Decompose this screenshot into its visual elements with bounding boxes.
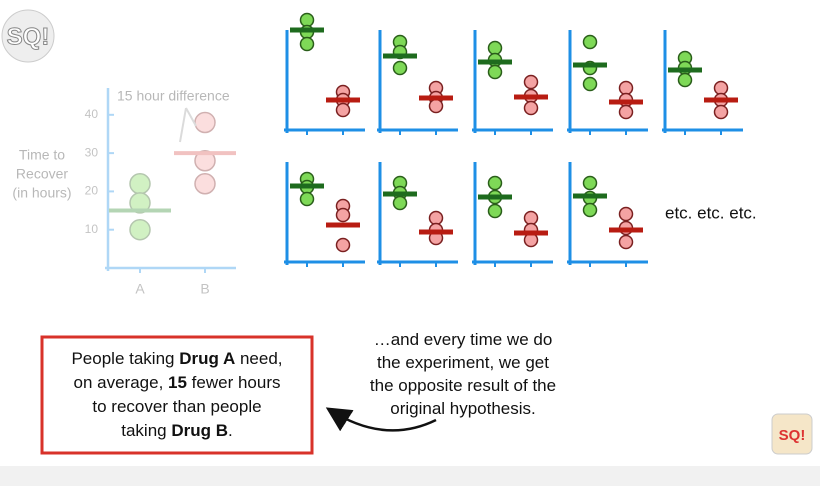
data-point: [129, 172, 151, 195]
data-point: [335, 207, 351, 223]
y-tick-label: 40: [85, 107, 99, 121]
main-chart: 10 20 30 40 A B Time to Recover (in hours) 15 hou…: [12, 88, 236, 297]
data-point: [487, 64, 503, 80]
data-point: [523, 74, 539, 90]
data-point: [713, 80, 729, 96]
y-axis-label: Recover: [16, 166, 68, 182]
summary-run: need,: [235, 349, 282, 368]
data-point: [618, 206, 634, 222]
small-multiples: [284, 12, 743, 267]
data-point: [523, 100, 539, 116]
data-point: [335, 237, 351, 253]
caption-line: original hypothesis.: [390, 399, 536, 418]
data-point: [618, 80, 634, 96]
data-point: [713, 104, 729, 120]
caption-line: the opposite result of the: [370, 376, 556, 395]
bottom-bar: [0, 466, 820, 486]
caption-arrow: [325, 407, 437, 432]
data-point: [299, 12, 315, 28]
data-point: [335, 102, 351, 118]
summary-run: People taking: [71, 349, 179, 368]
y-tick-label: 20: [85, 184, 99, 198]
caption-line: the experiment, we get: [377, 353, 549, 372]
y-axis-label: (in hours): [12, 185, 71, 201]
logo-text: SQ!: [7, 23, 50, 50]
summary-run: Drug A: [179, 349, 235, 368]
summary-box: [40, 335, 314, 455]
data-point: [487, 203, 503, 219]
data-point: [618, 104, 634, 120]
data-point: [428, 98, 444, 114]
data-point: [129, 218, 151, 241]
annotation: 15 hour difference: [117, 88, 230, 104]
summary-text: People taking Drug A need, on average, 15…: [71, 349, 282, 440]
data-point: [677, 72, 693, 88]
data-point: [299, 36, 315, 52]
data-point: [129, 192, 151, 214]
logo-small: SQ!: [771, 413, 813, 455]
etc-text: etc. etc. etc.: [665, 203, 757, 222]
x-tick-label: B: [200, 281, 209, 297]
summary-run: Drug B: [171, 421, 228, 440]
data-point: [582, 34, 598, 50]
summary-run: taking: [121, 421, 171, 440]
annotation-arrow: [179, 107, 197, 143]
data-point: [487, 175, 503, 191]
data-point: [392, 60, 408, 76]
y-tick-label: 10: [85, 222, 99, 236]
logo-text: SQ!: [779, 427, 806, 444]
data-point: [194, 111, 216, 134]
data-point: [582, 175, 598, 191]
y-tick-label: 30: [85, 145, 99, 159]
y-axis-label: Time to: [19, 147, 65, 163]
data-point: [194, 172, 216, 195]
data-point: [618, 234, 634, 250]
data-point: [487, 40, 503, 56]
caption-line: …and every time we do: [374, 330, 553, 349]
data-point: [582, 76, 598, 92]
data-point: [523, 210, 539, 226]
data-point: [299, 191, 315, 207]
summary-run: on average,: [74, 373, 169, 392]
summary-run: 15: [168, 373, 187, 392]
summary-run: .: [228, 421, 233, 440]
data-point: [428, 210, 444, 226]
data-point: [582, 202, 598, 218]
summary-run: to recover than people: [92, 397, 261, 416]
summary-run: fewer hours: [187, 373, 281, 392]
caption-text: …and every time we do the experiment, we …: [370, 330, 556, 418]
logo: SQ!: [1, 9, 55, 63]
x-tick-label: A: [135, 281, 145, 297]
data-point: [392, 195, 408, 211]
data-point: [194, 150, 216, 172]
